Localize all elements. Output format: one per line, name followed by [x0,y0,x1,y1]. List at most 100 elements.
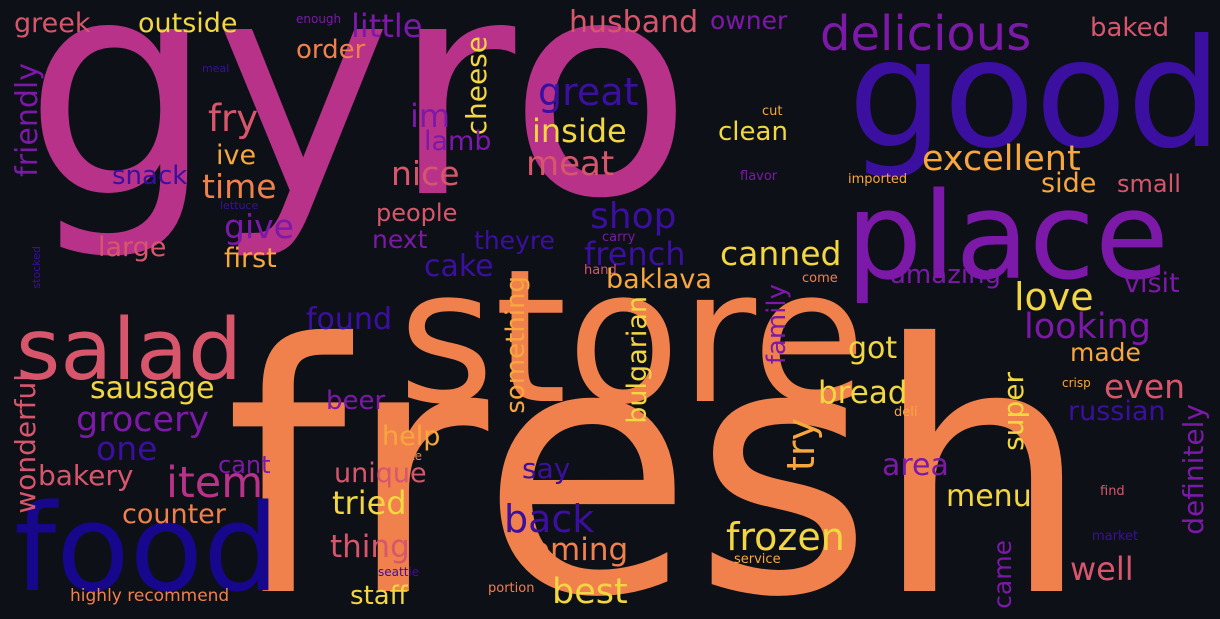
word-amazing: amazing [890,260,1002,290]
word-frozen: frozen [726,515,845,559]
word-small: small [1117,170,1181,198]
word-came: came [988,540,1017,609]
word-enough: enough [296,12,342,26]
word-snack: snack [112,161,188,191]
word-cant: cant [218,451,271,479]
word-lamb: lamb [424,126,492,157]
word-large: large [98,232,167,263]
word-people: people [376,199,458,227]
word-inside: inside [532,112,627,150]
word-hand: hand [584,263,617,278]
word-flavor: flavor [740,169,778,184]
word-baked: baked [1090,13,1170,43]
word-area: area [882,448,949,483]
word-next: next [372,225,428,254]
word-deli: deli [894,405,918,420]
word-good: good [848,8,1220,182]
word-find: find [1100,484,1125,499]
word-meat: meat [526,144,615,184]
word-baklava: baklava [606,264,712,295]
word-well: well [1070,550,1134,588]
word-great: great [538,70,639,114]
word-shop: shop [590,196,677,237]
word-even: even [1104,367,1186,406]
word-something: something [501,276,531,414]
word-come: come [802,271,838,286]
word-husband: husband [569,5,699,40]
word-food: food [14,480,280,619]
word-found: found [306,302,392,337]
word-made: made [1070,338,1141,367]
word-greek: greek [14,8,91,39]
word-say: say [522,452,571,485]
word-counter: counter [122,499,226,530]
word-back: back [504,497,595,541]
word-excellent: excellent [922,139,1081,179]
word-try: try [779,418,823,472]
word-looking: looking [1024,307,1151,347]
word-canned: canned [720,234,842,273]
word-owner: owner [710,6,788,35]
word-imported: imported [848,172,908,187]
word-help: help [382,421,441,452]
word-salad: salad [16,301,243,400]
word-side: side [1041,168,1097,199]
word-fry: fry [208,97,259,140]
word-best: best [552,572,628,612]
word-little: little [351,7,423,45]
word-ive: ive [216,140,257,171]
word-got: got [848,331,898,366]
word-definitely: definitely [1177,404,1210,535]
word-im: im [410,97,451,135]
word-bakery: bakery [38,459,134,492]
word-market: market [1092,529,1139,544]
word-bulgarian: bulgarian [622,296,653,424]
word-unique: unique [334,458,427,489]
word-fresh: fresh [225,272,1092,619]
word-order: order [296,35,366,65]
word-highly-recommend: highly recommend [70,586,230,606]
word-portion: portion [488,581,535,596]
word-cake: cake [424,249,494,284]
word-store: store [398,229,866,445]
word-beer: beer [326,386,386,416]
word-crisp: crisp [1062,376,1091,390]
word-theyre: theyre [474,226,555,255]
word-carry: carry [602,230,636,245]
word-super: super [997,372,1030,451]
word-lettuce: lettuce [220,199,259,212]
word-wonderful: wonderful [9,374,42,514]
word-gyro: gyro [24,0,693,264]
word-bread: bread [818,375,908,411]
word-tried: tried [332,484,407,522]
word-give: give [224,207,294,246]
word-nice: nice [391,154,460,193]
word-cheese: cheese [460,36,493,136]
word-grocery: grocery [76,400,210,440]
word-love: love [1014,275,1094,319]
word-one: one [96,429,158,468]
word-delicious: delicious [820,6,1032,62]
word-first: first [224,243,277,274]
word-outside: outside [138,8,238,39]
word-staff: staff [350,581,408,611]
word-coming: coming [514,532,629,568]
word-time: time [202,167,277,206]
word-clean: clean [718,117,788,147]
word-thing: thing [330,529,410,565]
word-place: place [846,168,1169,307]
word-menu: menu [946,479,1032,514]
word-cut: cut [762,104,783,119]
word-family: family [762,284,792,365]
word-seattle: seattle [378,565,420,579]
word-russian: russian [1068,396,1166,427]
word-friendly: friendly [10,63,45,177]
word-item: item [166,458,264,508]
word-sausage: sausage [90,371,215,406]
word-meal: meal [202,62,230,75]
word-service: service [734,552,781,567]
word-take: take [396,449,422,463]
word-stocked: stocked [30,246,43,289]
word-visit: visit [1124,268,1180,299]
